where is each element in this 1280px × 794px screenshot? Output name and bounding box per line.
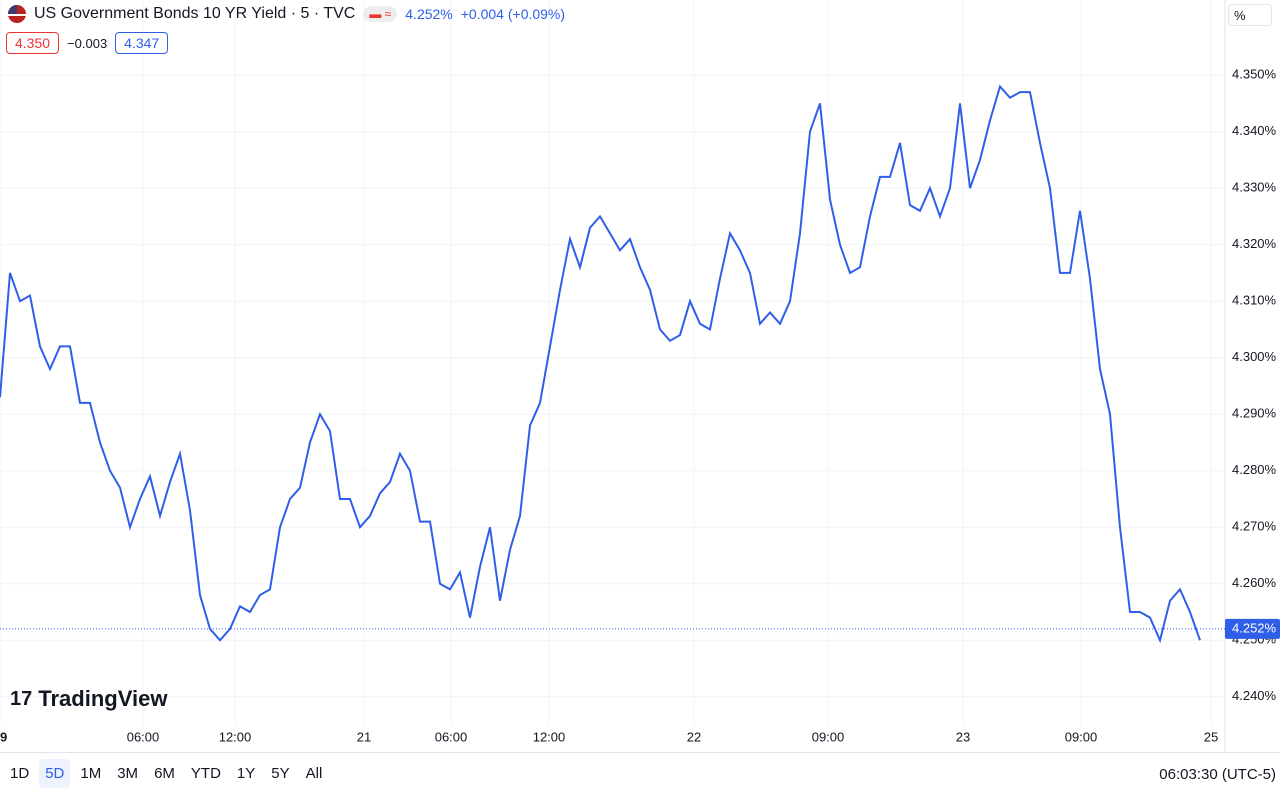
x-tick-label: 23	[956, 729, 970, 744]
y-tick-label: 4.270%	[1232, 519, 1277, 534]
price-line	[0, 84, 1201, 644]
y-tick-label: 4.310%	[1232, 293, 1277, 308]
range-button[interactable]: 5D	[39, 759, 71, 788]
range-button[interactable]: 1M	[80, 765, 102, 782]
range-button[interactable]: All	[305, 765, 323, 782]
x-tick-label: 12:00	[219, 729, 252, 744]
y-tick-label: 4.340%	[1232, 123, 1277, 138]
chart: 4.240% 4.250% 4.260% 4.270% 4.280% 4.290% 4.30…	[0, 0, 1280, 752]
x-tick-label: 09:00	[812, 729, 845, 744]
y-tick-label: 4.250%	[1232, 632, 1277, 647]
logo: 17	[10, 687, 33, 710]
brand-name: TradingView	[38, 686, 168, 711]
x-tick-label: 12:00	[533, 729, 566, 744]
y-tick-label: 4.300%	[1232, 349, 1277, 364]
range-button[interactable]: 5Y	[271, 765, 290, 782]
clock: 06:03:30 (UTC-5)	[1159, 766, 1276, 783]
change: +0.004 (+0.09%)	[460, 6, 566, 22]
header: US Government Bonds 10 YR Yield · 5 · TV…	[8, 5, 565, 23]
x-tick-label: 9	[0, 729, 7, 744]
x-tick-label: 22	[687, 729, 701, 744]
x-tick-label: 25	[1204, 729, 1218, 744]
title: US Government Bonds 10 YR Yield · 5 · TV…	[34, 5, 356, 22]
toolbar: 1D 5D 1M 3M 6M YTD 1Y 5Y All 06:03:30 (UTC-5)	[0, 752, 1280, 794]
ask[interactable]: 4.347	[115, 32, 169, 54]
unit-button[interactable]: %	[1228, 4, 1272, 26]
range-button[interactable]: YTD	[190, 765, 221, 782]
bid[interactable]: 4.350	[6, 32, 60, 54]
y-tick-label: 4.320%	[1232, 236, 1277, 251]
y-tick-label: 4.260%	[1232, 575, 1277, 590]
y-tick-label: 4.280%	[1232, 462, 1277, 477]
x-tick-label: 06:00	[127, 729, 160, 744]
x-tick-label: 06:00	[435, 729, 468, 744]
y-tick-label: 4.350%	[1232, 67, 1277, 82]
x-tick-label: 09:00	[1065, 729, 1098, 744]
range-button[interactable]: 3M	[117, 765, 139, 782]
brand: 17 TradingView	[10, 686, 167, 712]
y-tick-label: 4.240%	[1232, 688, 1277, 703]
indicator-pill[interactable]: ▬ ≈	[363, 6, 398, 22]
range-button[interactable]: 6M	[154, 765, 175, 782]
last-price-label: 4.252%	[1232, 620, 1277, 635]
range-button[interactable]: 1Y	[236, 765, 256, 782]
last-price-tag	[1225, 618, 1280, 639]
y-tick-label: 4.290%	[1232, 406, 1277, 421]
range-button[interactable]: 1D	[10, 765, 30, 782]
flag	[8, 5, 26, 23]
x-tick-label: 21	[357, 729, 371, 744]
price: 4.252%	[405, 6, 453, 22]
spread: −0.003	[67, 35, 108, 51]
y-tick-label: 4.330%	[1232, 180, 1277, 195]
quote: 4.350 −0.003 4.347	[6, 32, 169, 54]
